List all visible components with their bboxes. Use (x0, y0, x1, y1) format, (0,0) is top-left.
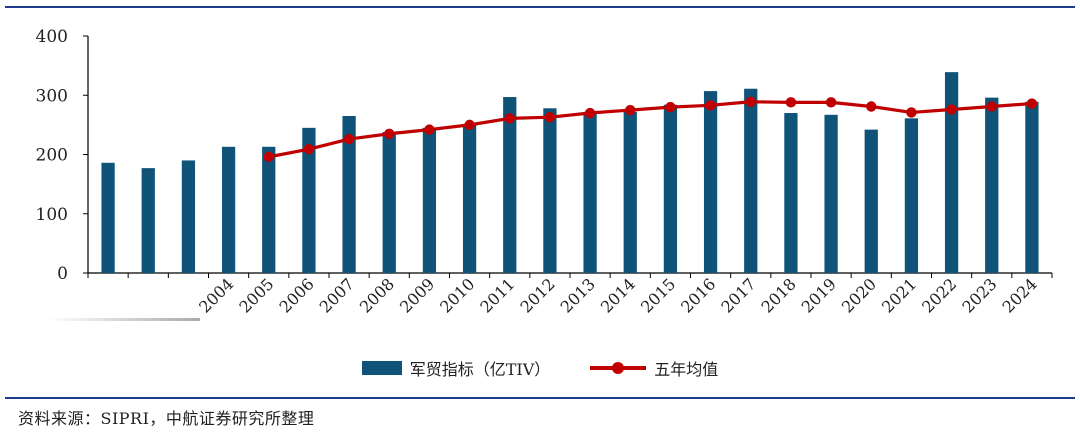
legend-item-line: 五年均值 (590, 356, 718, 380)
x-tick-label: 2023 (958, 274, 1000, 316)
bar (262, 146, 276, 273)
bar (944, 72, 959, 273)
x-tick-label: 2009 (396, 274, 438, 316)
line-point (584, 107, 596, 119)
x-tick-label: 2004 (195, 274, 237, 316)
bar (422, 127, 437, 274)
line-point (625, 104, 636, 116)
line-point (745, 96, 756, 107)
y-tick-label: 200 (36, 146, 68, 166)
series-line (268, 100, 1033, 159)
x-tick-label: 2008 (356, 274, 398, 316)
legend-label-line: 五年均值 (654, 360, 719, 379)
bar (221, 146, 236, 273)
bar (744, 88, 758, 273)
decorative-shadow (48, 318, 200, 321)
y-tick-label: 0 (57, 264, 68, 284)
x-tick-label: 2010 (436, 274, 478, 316)
x-tick-label: 2016 (677, 274, 719, 316)
line-point (946, 104, 957, 115)
x-tick-label: 2012 (517, 274, 559, 316)
line-point (263, 151, 274, 163)
line-point (544, 111, 556, 123)
line-point (1026, 98, 1038, 109)
bar (342, 115, 356, 273)
line-point (384, 128, 395, 139)
line-point (464, 119, 475, 131)
x-tick-label: 2005 (235, 274, 277, 316)
bar (141, 168, 155, 273)
bar (1025, 101, 1039, 273)
x-tick-label: 2017 (717, 274, 759, 316)
bar (864, 129, 878, 273)
line-point (303, 143, 315, 155)
bar (462, 124, 477, 273)
bar (101, 162, 115, 273)
line-point (665, 101, 676, 113)
legend-label-bars: 军贸指标（亿TIV） (409, 360, 551, 379)
legend-bar-swatch (361, 361, 402, 375)
bar (703, 91, 718, 273)
bar (663, 104, 678, 273)
legend-item-bars: 军贸指标（亿TIV） (361, 356, 551, 380)
line-point (785, 97, 797, 108)
bar (543, 108, 557, 273)
bar (382, 131, 396, 273)
bar (623, 111, 637, 273)
bar (583, 111, 597, 273)
y-tick-label: 300 (36, 86, 68, 106)
x-tick-label: 2021 (878, 274, 920, 316)
x-tick-label: 2013 (557, 274, 599, 316)
line-point (906, 107, 917, 118)
line-point (424, 124, 435, 135)
x-tick-label: 2022 (918, 274, 960, 316)
top-rule (5, 6, 1075, 8)
line-point (866, 101, 877, 112)
bar (302, 127, 316, 274)
bar (503, 97, 517, 273)
x-tick-label: 2018 (758, 274, 800, 316)
x-tick-label: 2015 (637, 274, 679, 316)
line-point (504, 113, 515, 124)
bar (904, 118, 919, 273)
bar (784, 113, 798, 274)
x-tick-label: 2011 (476, 274, 518, 316)
line-point (343, 133, 355, 145)
bar (181, 160, 196, 273)
x-tick-label: 2020 (838, 274, 880, 316)
bar (985, 97, 999, 274)
legend-line-swatch (590, 361, 647, 375)
bar (824, 114, 838, 274)
x-tick-label: 2006 (276, 274, 318, 316)
x-tick-label: 2019 (798, 274, 840, 316)
line-point (986, 101, 997, 112)
bottom-rule (5, 397, 1075, 399)
line-point (705, 100, 716, 111)
x-tick-label: 2007 (316, 274, 358, 316)
legend: 军贸指标（亿TIV） 五年均值 (0, 356, 1080, 380)
source-note: 资料来源：SIPRI，中航证券研究所整理 (18, 409, 315, 428)
line-point (825, 97, 837, 108)
x-tick-label: 2014 (597, 274, 639, 316)
x-tick-label: 2024 (999, 274, 1041, 316)
y-tick-label: 400 (36, 27, 68, 47)
chart: 0100200300400200420052006200720082009201… (36, 27, 1053, 321)
y-tick-label: 100 (36, 205, 68, 225)
